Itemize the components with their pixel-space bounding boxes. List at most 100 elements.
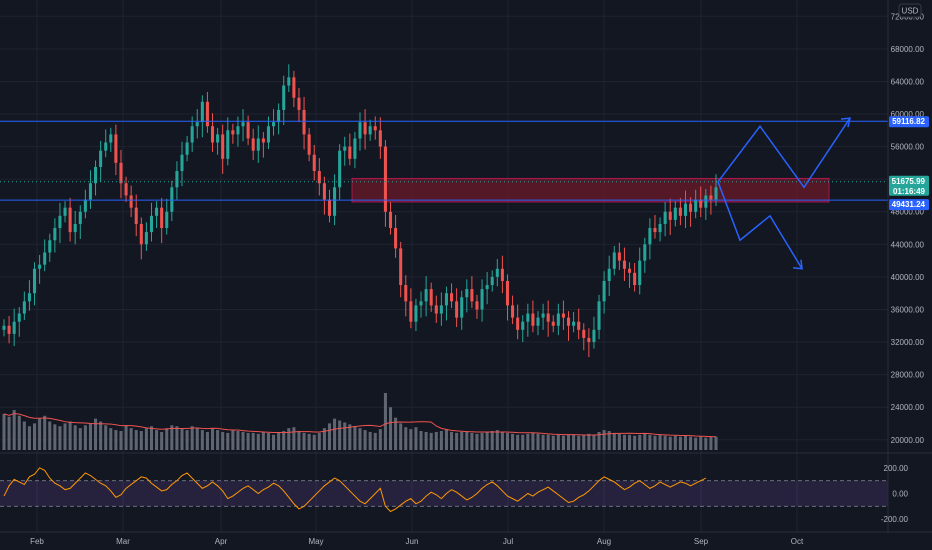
volume-bar xyxy=(450,431,454,450)
volume-bar xyxy=(165,428,169,450)
volume-bar xyxy=(302,432,306,450)
candle-body xyxy=(292,77,296,98)
volume-bar xyxy=(577,435,581,450)
currency-button[interactable]: USD xyxy=(898,3,922,18)
volume-bar xyxy=(78,428,82,450)
volume-bar xyxy=(277,432,281,450)
volume-bar xyxy=(7,416,11,450)
volume-bar xyxy=(292,427,296,450)
candle-body xyxy=(266,126,270,143)
price-tick-label: 40000.00 xyxy=(891,273,925,282)
volume-bar xyxy=(378,429,382,450)
candle-body xyxy=(358,122,362,139)
candle-body xyxy=(597,301,601,330)
candle-body xyxy=(272,122,276,127)
candle-body xyxy=(699,199,703,208)
candle-body xyxy=(297,97,301,110)
candle-body xyxy=(261,138,265,143)
volume-bar xyxy=(73,425,77,450)
candle-body xyxy=(312,154,316,172)
volume-bar xyxy=(546,434,550,450)
candle-body xyxy=(561,313,565,318)
candle-body xyxy=(348,146,352,159)
volume-bar xyxy=(704,437,708,450)
candle-body xyxy=(566,317,571,326)
candle-body xyxy=(500,268,504,281)
candle-body xyxy=(287,77,291,86)
volume-bar xyxy=(180,428,184,450)
volume-bar xyxy=(2,413,6,450)
candle-body xyxy=(119,162,123,184)
volume-bar xyxy=(94,418,98,450)
time-tick-label: Feb xyxy=(30,537,44,546)
candle-body xyxy=(419,301,423,306)
candle-body xyxy=(409,301,413,322)
candle-body xyxy=(43,252,47,265)
candle-body xyxy=(216,134,220,143)
volume-bar xyxy=(541,434,545,450)
time-tick-label: May xyxy=(308,537,323,546)
volume-bar xyxy=(490,431,494,450)
volume-bar xyxy=(556,434,560,450)
volume-bar xyxy=(444,429,448,450)
candle-body xyxy=(505,280,510,306)
time-tick-label: Jul xyxy=(503,537,513,546)
volume-bar xyxy=(399,423,403,450)
candle-body xyxy=(480,289,484,310)
volume-bar xyxy=(297,431,301,450)
candle-body xyxy=(2,325,6,330)
candle-body xyxy=(643,244,647,261)
candle-body xyxy=(53,228,57,241)
volume-bar xyxy=(633,435,637,450)
candle-body xyxy=(63,207,67,216)
candle-body xyxy=(27,293,31,302)
volume-bar xyxy=(251,432,255,450)
volume-bar xyxy=(470,432,474,450)
candle-body xyxy=(226,130,230,159)
candle-body xyxy=(343,146,347,151)
volume-bar xyxy=(658,434,662,450)
candle-body xyxy=(556,313,560,326)
candle-body xyxy=(434,305,438,314)
volume-bar xyxy=(312,434,316,450)
candle-body xyxy=(180,154,184,172)
candle-body xyxy=(149,215,154,233)
candle-body xyxy=(607,268,611,281)
volume-bar xyxy=(83,425,87,450)
candle-body xyxy=(277,109,281,123)
candle-body xyxy=(694,199,698,212)
time-tick-label: Jun xyxy=(406,537,419,546)
volume-bar xyxy=(363,430,367,450)
candle-body xyxy=(490,276,494,286)
candle-body xyxy=(383,146,387,212)
volume-bar xyxy=(612,432,616,450)
volume-bar xyxy=(236,431,240,450)
support-tag-bg xyxy=(889,199,929,211)
volume-bar xyxy=(414,427,418,450)
projection-up-path xyxy=(717,117,851,189)
resistance-tag-text: 59116.82 xyxy=(892,117,925,126)
time-axis[interactable]: Feb Mar Apr May Jun Jul Aug Sep Oct xyxy=(0,531,932,546)
volume-bar xyxy=(322,428,326,450)
candle-body xyxy=(210,126,215,143)
candle-body xyxy=(307,134,311,155)
candle-body xyxy=(22,301,26,314)
volume-bar xyxy=(602,430,606,450)
candle-body xyxy=(338,150,342,188)
volume-ma-line xyxy=(3,413,717,438)
volume-bar xyxy=(511,433,515,450)
candle-body xyxy=(541,313,545,318)
volume-bar xyxy=(119,431,123,450)
candle-body xyxy=(475,301,479,310)
volume-bar xyxy=(622,434,626,450)
volume-bar xyxy=(231,430,235,450)
volume-bar xyxy=(495,430,499,450)
candle-body xyxy=(450,293,454,302)
volume-bar xyxy=(124,425,128,450)
volume-bar xyxy=(99,421,103,450)
candle-body xyxy=(32,268,37,294)
candle-body xyxy=(195,122,199,127)
